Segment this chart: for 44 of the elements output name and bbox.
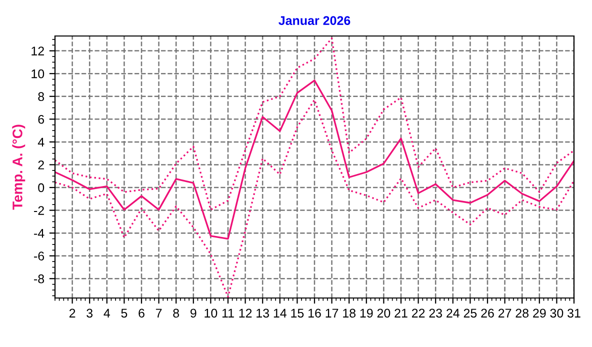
x-tick-label: 7 xyxy=(156,308,162,318)
y-tick-label: -6 xyxy=(34,252,44,261)
y-tick-label: 8 xyxy=(38,92,44,102)
x-tick-label: 12 xyxy=(239,308,252,318)
y-tick-label: -4 xyxy=(34,229,44,238)
y-axis-title: Temp. A. (°C) xyxy=(12,124,26,210)
x-tick-label: 31 xyxy=(568,308,580,318)
x-tick-label: 26 xyxy=(481,308,494,318)
x-tick-label: 27 xyxy=(498,308,512,318)
x-tick-label: 28 xyxy=(516,308,529,318)
x-tick-label: 15 xyxy=(291,308,304,318)
line-series xyxy=(55,80,574,240)
x-tick-label: 4 xyxy=(104,308,110,318)
x-tick-label: 14 xyxy=(274,308,286,318)
x-tick-label: 3 xyxy=(86,308,93,318)
x-tick-label: 16 xyxy=(308,308,321,318)
x-tick-label: 8 xyxy=(173,308,180,318)
y-tick-label: 2 xyxy=(38,160,44,170)
x-tick-label: 18 xyxy=(343,308,356,318)
x-tick-label: 6 xyxy=(138,308,144,318)
y-tick-label: 0 xyxy=(38,183,44,192)
x-tick-label: 19 xyxy=(360,308,373,318)
x-tick-label: 22 xyxy=(412,308,425,318)
x-tick-label: 9 xyxy=(190,308,196,318)
y-tick-label: 10 xyxy=(32,69,44,78)
x-tick-label: 11 xyxy=(222,308,234,318)
x-tick-label: 17 xyxy=(326,308,338,318)
x-tick-label: 29 xyxy=(533,308,546,318)
x-tick-label: 23 xyxy=(429,308,442,318)
x-tick-label: 5 xyxy=(121,308,128,318)
y-tick-label: -2 xyxy=(34,206,44,215)
chart-title: Januar 2026 xyxy=(278,16,350,26)
x-tick-label: 24 xyxy=(446,308,460,318)
x-tick-label: 25 xyxy=(464,308,477,318)
x-tick-label: 2 xyxy=(69,308,76,318)
y-tick-label: 12 xyxy=(32,46,44,56)
x-tick-label: 30 xyxy=(550,308,564,318)
x-tick-label: 21 xyxy=(394,308,408,318)
y-tick-label: 6 xyxy=(38,114,44,124)
y-tick-label: 4 xyxy=(38,138,44,146)
x-tick-label: 20 xyxy=(377,308,390,318)
x-tick-label: 10 xyxy=(204,308,218,318)
x-tick-label: 13 xyxy=(256,308,270,318)
y-tick-label: -8 xyxy=(34,274,44,284)
